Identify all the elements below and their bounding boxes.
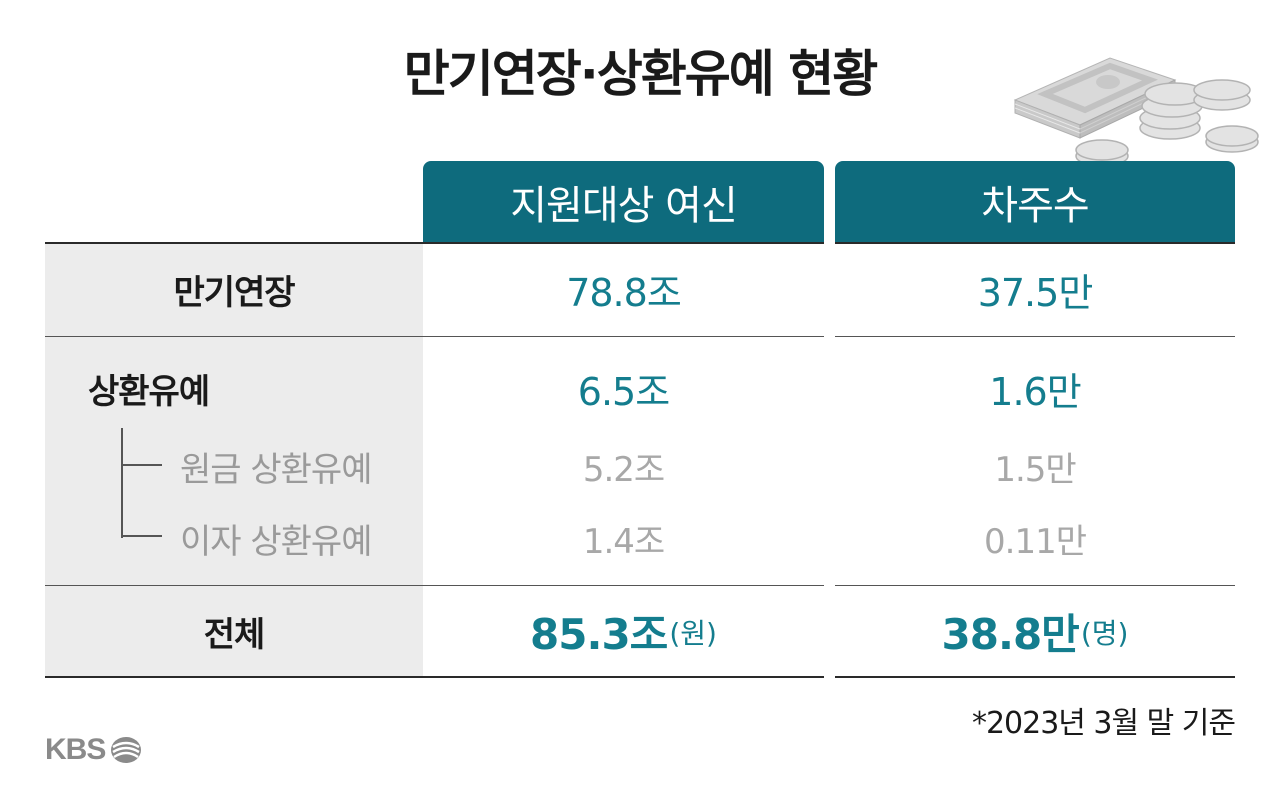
page-title: 만기연장·상환유예 현황 <box>403 45 878 103</box>
row-total-credit: 85.3조 <box>530 610 668 659</box>
row-principal-borrowers: 1.5만 <box>994 449 1076 490</box>
row-interest-credit: 1.4조 <box>582 521 665 562</box>
row-total-borrowers: 38.8만 <box>941 610 1080 659</box>
row-principal-label: 원금 상환유예 <box>180 449 372 490</box>
row-interest-borrowers: 0.11만 <box>984 521 1087 562</box>
row-extension-label: 만기연장 <box>173 273 295 313</box>
kbs-logo: KBS <box>45 730 143 770</box>
divider-row1-right <box>835 336 1235 337</box>
divider-top <box>45 242 824 244</box>
divider-row2 <box>45 585 824 586</box>
row-extension-credit: 78.8조 <box>566 271 682 315</box>
divider-bottom-right <box>835 676 1235 678</box>
money-coins-icon <box>1013 57 1259 167</box>
row-interest-label: 이자 상환유예 <box>180 521 372 562</box>
row-deferral-label: 상환유예 <box>88 371 210 412</box>
row-total-label: 전체 <box>203 615 266 655</box>
kbs-logo-text: KBS <box>45 733 106 766</box>
row-principal-credit: 5.2조 <box>582 449 665 490</box>
tree-connector-icon <box>121 428 162 538</box>
row-total-borrowers-cell: 38.8만 (명) <box>835 587 1235 676</box>
header-credit: 지원대상 여신 <box>423 161 824 243</box>
row-deferral-credit: 6.5조 <box>577 369 670 414</box>
divider-row2-right <box>835 585 1235 586</box>
label-column-bg <box>45 243 423 677</box>
header-borrowers: 차주수 <box>835 161 1235 243</box>
divider-top-right <box>835 242 1235 244</box>
footnote: *2023년 3월 말 기준 <box>971 706 1236 741</box>
row-total-credit-unit: (원) <box>669 616 717 650</box>
row-deferral-borrowers: 1.6만 <box>989 369 1081 414</box>
row-extension-borrowers: 37.5만 <box>977 271 1094 315</box>
kbs-logo-icon <box>111 737 142 763</box>
divider-bottom <box>45 676 824 678</box>
row-total-credit-cell: 85.3조 (원) <box>423 587 824 676</box>
row-total-borrowers-unit: (명) <box>1080 616 1129 650</box>
divider-row1 <box>45 336 824 337</box>
